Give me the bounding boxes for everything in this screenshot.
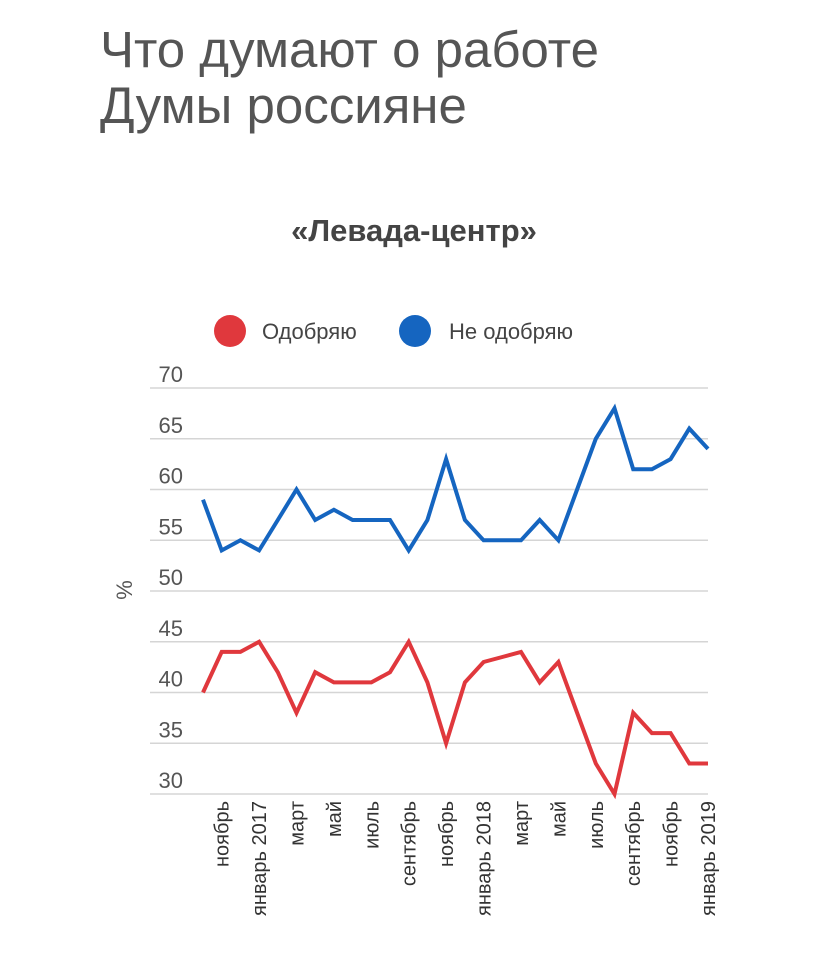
y-tick-label: 35: [159, 717, 183, 742]
x-tick-label: июль: [361, 801, 383, 849]
title-line-2: Думы россияне: [100, 77, 467, 134]
legend-marker: [214, 315, 246, 347]
y-tick-label: 55: [159, 514, 183, 539]
y-axis: 30 35 40 45 50 55 60 65 70: [159, 362, 183, 793]
x-tick-label: сентябрь: [399, 801, 421, 886]
x-tick-label: май: [324, 801, 346, 837]
grid-lines: [150, 387, 708, 795]
chart-subtitle: «Левада-центр»: [291, 213, 537, 248]
x-tick-label: ноябрь: [212, 801, 234, 867]
legend-label: Одобряю: [262, 319, 357, 344]
x-tick-label: январь 2017: [249, 801, 271, 916]
y-tick-label: 70: [159, 362, 183, 387]
x-tick-label: июль: [586, 801, 608, 849]
y-tick-label: 60: [159, 464, 183, 489]
legend-label: Не одобряю: [449, 319, 573, 344]
series-lines: [201, 403, 710, 800]
page-title: Что думают о работе Думы россияне: [100, 22, 599, 134]
y-tick-label: 45: [159, 616, 183, 641]
x-tick-label: март: [287, 801, 309, 846]
x-tick-label: январь 2019: [698, 801, 720, 916]
y-tick-label: 50: [159, 565, 183, 590]
x-tick-label: март: [511, 801, 533, 846]
y-tick-label: 65: [159, 413, 183, 438]
legend: Одобряю Не одобряю: [214, 315, 573, 347]
legend-marker: [399, 315, 431, 347]
title-line-1: Что думают о работе: [100, 21, 599, 78]
series-line-approve: [201, 637, 708, 800]
x-tick-label: сентябрь: [623, 801, 645, 886]
x-tick-label: ноябрь: [436, 801, 458, 867]
x-axis: ноябрь январь 2017 март май июль сентябрь нояб…: [212, 801, 720, 916]
x-tick-label: январь 2018: [474, 801, 496, 916]
y-axis-label: %: [112, 580, 137, 600]
y-tick-label: 30: [159, 768, 183, 793]
x-tick-label: ноябрь: [661, 801, 683, 867]
y-tick-label: 40: [159, 667, 183, 692]
x-tick-label: май: [548, 801, 570, 837]
series-line-disapprove: [201, 403, 710, 555]
